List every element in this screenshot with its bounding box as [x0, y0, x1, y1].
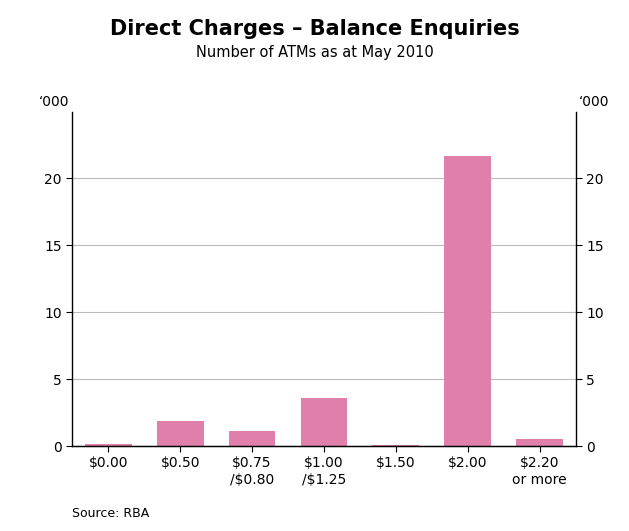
Text: Source: RBA: Source: RBA	[72, 508, 150, 520]
Text: ‘000: ‘000	[579, 95, 609, 109]
Text: Number of ATMs as at May 2010: Number of ATMs as at May 2010	[196, 45, 433, 60]
Text: ‘000: ‘000	[39, 95, 69, 109]
Bar	[444, 156, 491, 446]
Bar	[229, 431, 276, 446]
Text: Direct Charges – Balance Enquiries: Direct Charges – Balance Enquiries	[109, 19, 520, 39]
Bar	[516, 439, 563, 446]
Bar	[157, 421, 204, 446]
Bar	[85, 444, 131, 446]
Bar	[301, 398, 347, 446]
